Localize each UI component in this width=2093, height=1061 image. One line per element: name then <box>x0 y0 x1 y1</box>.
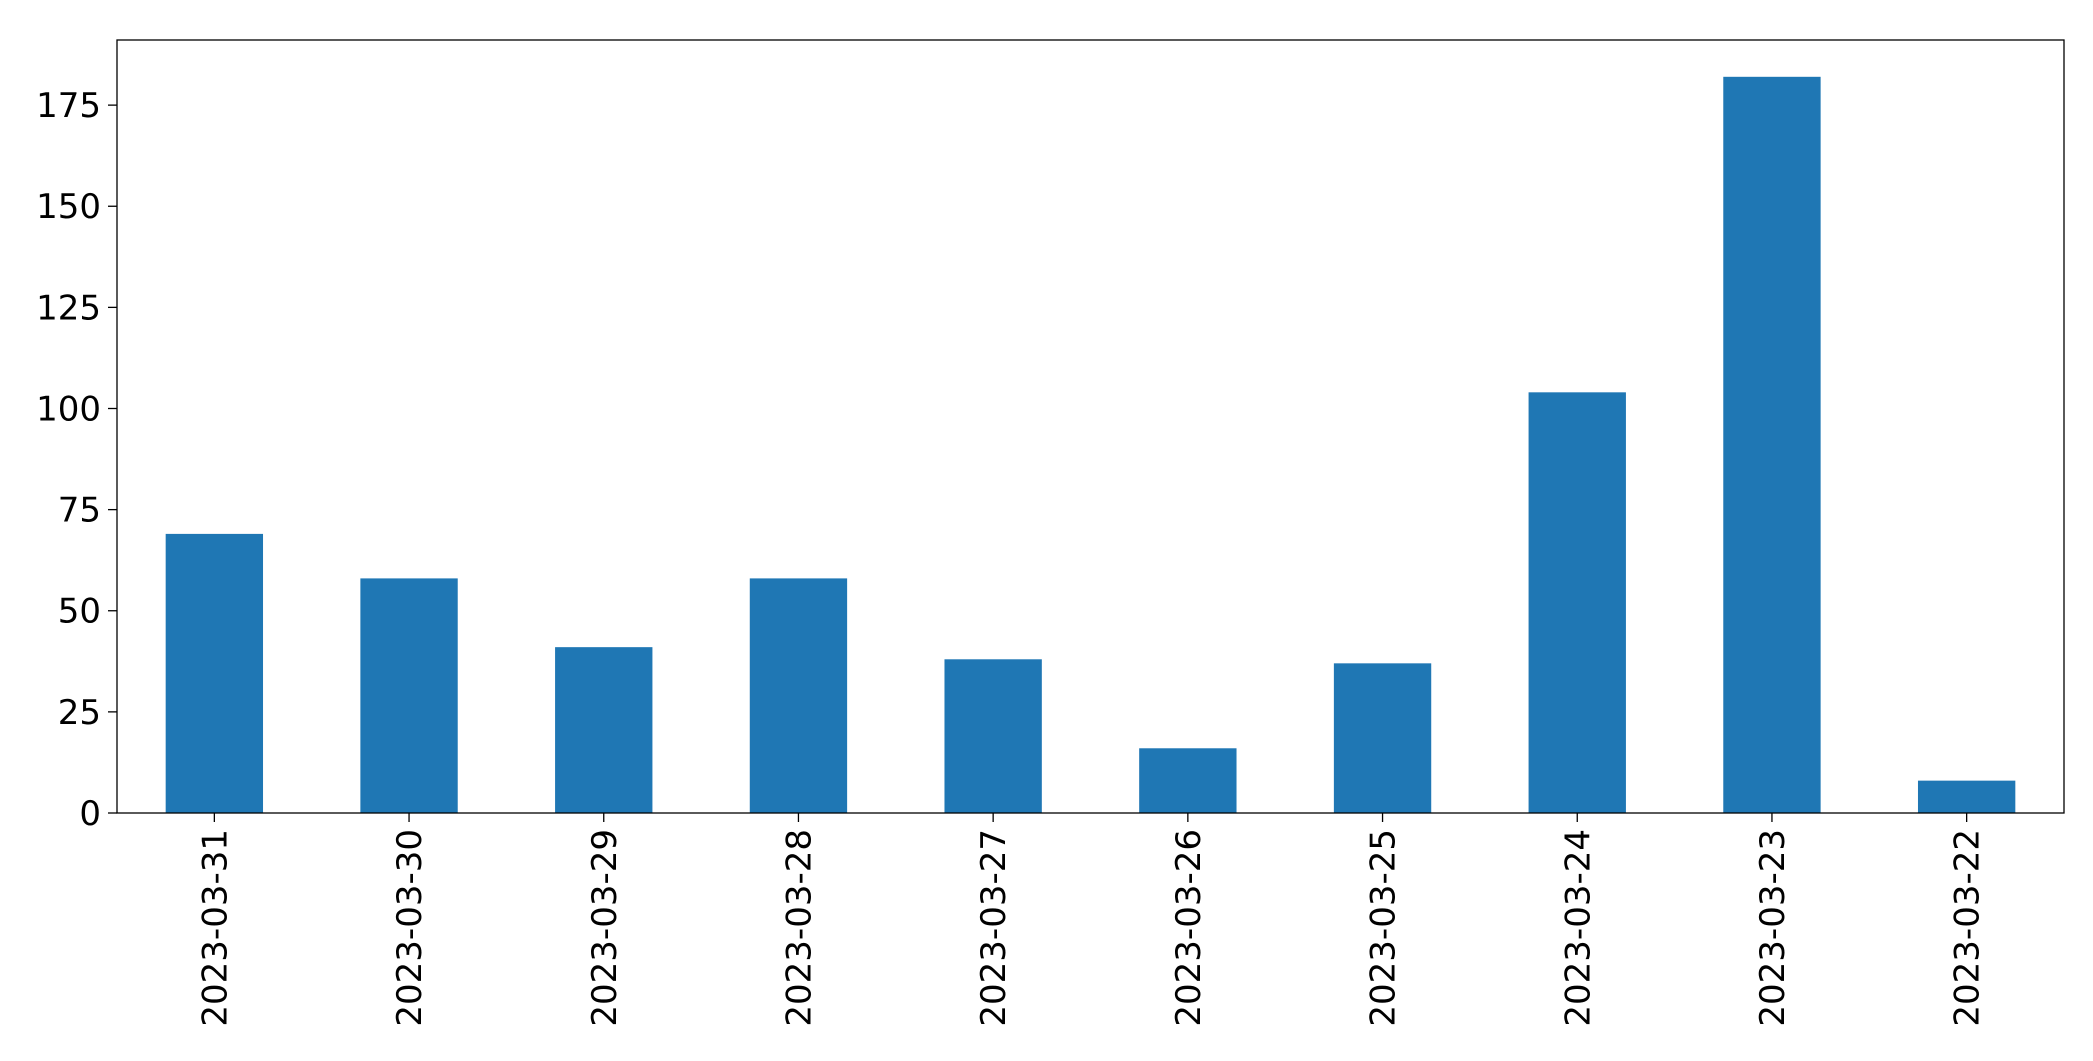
bar <box>1723 76 1821 814</box>
x-tick-label: 2023-03-29 <box>585 829 625 1027</box>
bar <box>165 533 264 813</box>
bar <box>360 578 458 813</box>
x-tick-label: 2023-03-27 <box>974 829 1014 1027</box>
bar <box>1139 748 1237 813</box>
bar <box>555 647 653 813</box>
x-tick-label: 2023-03-30 <box>390 829 430 1027</box>
x-tick-label: 2023-03-28 <box>779 829 819 1027</box>
y-tick-label: 75 <box>58 491 101 531</box>
x-tick-label: 2023-03-24 <box>1558 829 1598 1027</box>
y-tick-label: 50 <box>58 592 101 632</box>
x-tick-label: 2023-03-26 <box>1169 829 1209 1027</box>
x-tick-label: 2023-03-25 <box>1364 829 1404 1027</box>
x-tick-label: 2023-03-31 <box>195 829 235 1027</box>
y-tick-label: 175 <box>36 86 101 126</box>
bar <box>1917 780 2016 813</box>
bar <box>1528 392 1626 813</box>
y-tick-label: 150 <box>36 187 101 227</box>
y-tick-label: 0 <box>79 794 101 834</box>
y-tick-label: 25 <box>58 693 101 733</box>
x-tick-label: 2023-03-22 <box>1948 829 1988 1027</box>
plot-frame <box>116 39 2065 814</box>
y-tick-label: 125 <box>36 288 101 328</box>
bar <box>1333 663 1432 813</box>
x-tick-label: 2023-03-23 <box>1753 829 1793 1027</box>
bar <box>749 578 848 813</box>
y-tick-label: 100 <box>36 389 101 429</box>
bar <box>944 659 1042 813</box>
